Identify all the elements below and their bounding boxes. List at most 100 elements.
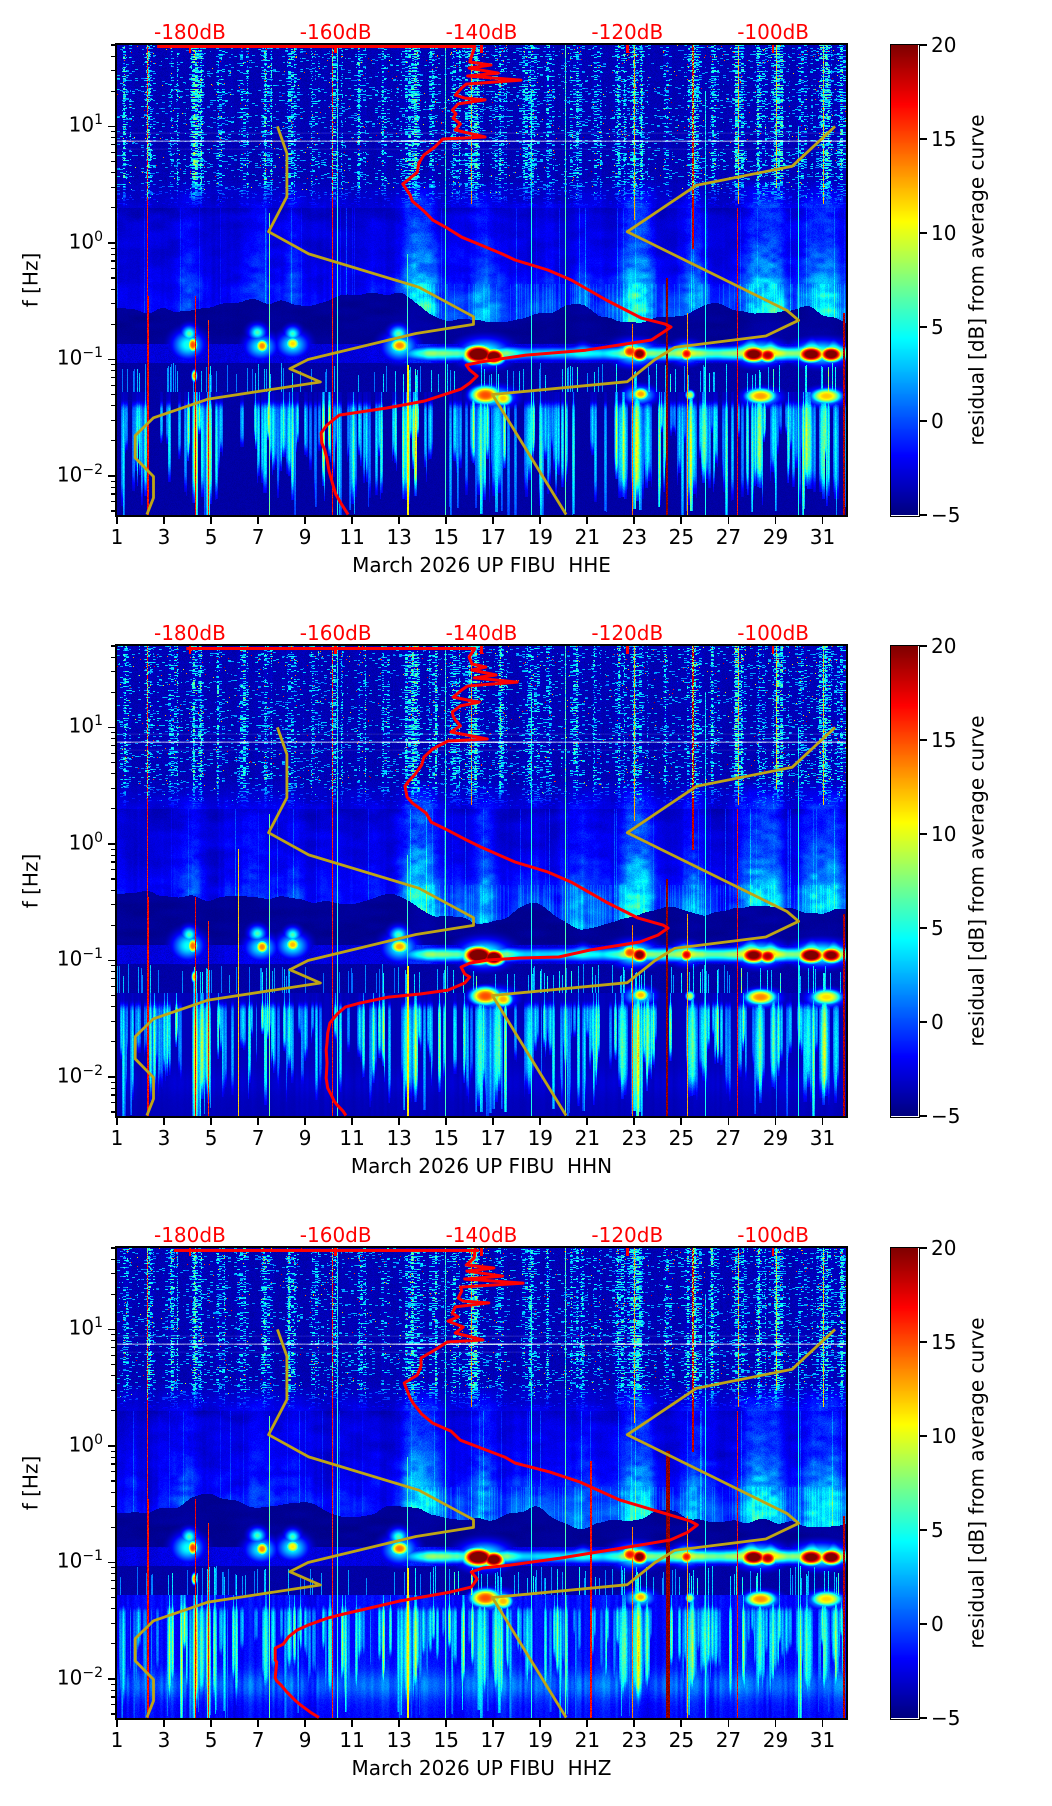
top-axis-tick xyxy=(334,646,337,654)
y-minor-tick xyxy=(111,691,115,693)
colorbar-tick-label: 15 xyxy=(931,728,957,752)
y-minor-tick xyxy=(111,70,115,72)
y-tick xyxy=(108,125,115,128)
x-tick-label: 9 xyxy=(298,1728,312,1752)
y-tick-label: 101 xyxy=(68,112,103,137)
colorbar-tick-label: 10 xyxy=(931,1424,957,1448)
y-tick xyxy=(108,1076,115,1078)
colorbar-HHN xyxy=(891,646,918,1116)
curves-overlay-HHE xyxy=(133,45,837,516)
y-minor-tick xyxy=(111,861,115,863)
x-tick xyxy=(445,1118,448,1125)
x-tick xyxy=(633,1118,636,1125)
curves-overlay-HHN xyxy=(133,647,837,1117)
y-minor-tick xyxy=(111,493,115,495)
nhnm-curve xyxy=(491,1328,837,1719)
y-minor-tick xyxy=(111,1273,115,1275)
y-minor-tick xyxy=(111,1683,115,1685)
nlnm-curve xyxy=(133,726,475,1117)
y-minor-tick xyxy=(111,186,115,188)
y-minor-tick xyxy=(111,1041,115,1043)
x-tick xyxy=(257,1118,259,1125)
y-minor-tick xyxy=(111,904,115,906)
colorbar-tick xyxy=(919,138,927,140)
y-minor-tick xyxy=(111,1247,115,1249)
x-tick xyxy=(633,1720,636,1727)
x-tick xyxy=(398,1720,401,1727)
x-tick-label: 27 xyxy=(715,525,742,549)
y-tick-label: 100 xyxy=(68,829,103,855)
x-tick-label: 3 xyxy=(157,1126,171,1150)
colorbar-tick xyxy=(919,645,927,647)
curves-overlay-HHZ xyxy=(133,1248,837,1719)
y-minor-tick xyxy=(111,1491,115,1493)
y-minor-tick xyxy=(111,90,115,92)
x-axis-title: March 2026 UP FIBU HHE xyxy=(352,553,611,577)
y-tick-label: 101 xyxy=(68,713,103,738)
x-tick-label: 21 xyxy=(574,525,601,549)
y-tick xyxy=(108,1561,115,1564)
colorbar-tick-label: −5 xyxy=(931,1104,961,1128)
x-tick xyxy=(774,1720,777,1727)
x-tick-label: 25 xyxy=(668,525,695,549)
y-minor-tick xyxy=(111,1608,115,1610)
x-tick xyxy=(351,517,354,524)
x-tick xyxy=(586,1118,589,1125)
colorbar-title: residual [dB] from average curve xyxy=(965,715,989,1047)
x-tick xyxy=(116,517,118,524)
top-axis-tick xyxy=(626,646,629,654)
x-tick-label: 23 xyxy=(621,1126,648,1150)
top-axis-tick xyxy=(771,45,775,53)
colorbar-tick-label: 5 xyxy=(931,916,944,940)
y-minor-tick xyxy=(111,761,115,764)
x-tick-label: 21 xyxy=(574,1728,601,1752)
y-minor-tick xyxy=(111,480,115,482)
y-minor-tick xyxy=(111,971,115,973)
top-axis-label: -160dB xyxy=(299,1223,372,1247)
x-tick xyxy=(680,517,683,524)
x-tick xyxy=(633,517,636,524)
top-axis-tick xyxy=(334,45,337,53)
colorbar-tick xyxy=(919,326,927,328)
x-tick-label: 11 xyxy=(339,525,365,549)
y-minor-tick xyxy=(111,288,115,290)
plot-frame-HHE xyxy=(115,43,848,517)
y-axis-title: f [Hz] xyxy=(17,252,42,308)
x-tick-label: 17 xyxy=(480,1728,506,1752)
y-tick xyxy=(108,475,115,477)
y-minor-tick xyxy=(111,303,115,305)
y-minor-tick xyxy=(111,671,115,673)
y-minor-tick xyxy=(111,645,115,647)
top-axis-label: -140dB xyxy=(445,1223,518,1247)
top-axis-label: -100dB xyxy=(737,1223,809,1247)
y-minor-tick xyxy=(111,1340,115,1342)
x-tick xyxy=(210,1720,212,1727)
y-minor-tick xyxy=(111,370,115,372)
colorbar-tick-label: 15 xyxy=(931,1330,957,1354)
colorbar-tick xyxy=(919,833,927,835)
top-axis-tick xyxy=(188,646,192,654)
top-axis-label: -120dB xyxy=(591,1223,664,1247)
y-minor-tick xyxy=(111,277,115,279)
y-minor-tick xyxy=(111,1456,115,1458)
x-tick xyxy=(351,1118,354,1125)
y-minor-tick xyxy=(111,1258,115,1260)
y-minor-tick xyxy=(111,260,115,262)
top-axis-label: -120dB xyxy=(591,20,664,44)
y-minor-tick xyxy=(111,1689,115,1691)
x-tick-label: 27 xyxy=(715,1126,742,1150)
colorbar-tick xyxy=(919,44,927,46)
y-minor-tick xyxy=(111,1006,115,1008)
y-minor-tick xyxy=(111,1410,115,1412)
colorbar-tick-label: 20 xyxy=(931,33,957,57)
y-tick xyxy=(108,726,115,729)
colorbar-tick xyxy=(919,420,927,422)
x-tick-label: 7 xyxy=(251,1728,265,1752)
x-tick-label: 31 xyxy=(809,525,836,549)
x-tick xyxy=(539,517,542,524)
top-axis-label: -140dB xyxy=(445,20,518,44)
x-tick-label: 29 xyxy=(762,1126,789,1150)
x-tick xyxy=(445,1720,448,1727)
x-tick xyxy=(210,1118,212,1125)
